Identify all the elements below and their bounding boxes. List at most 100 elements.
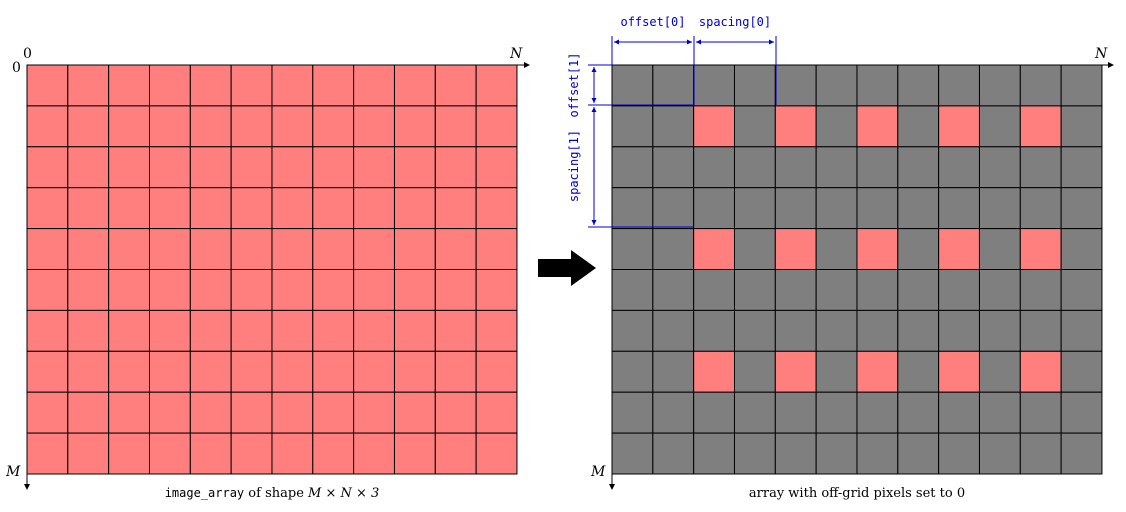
grid-cell bbox=[475, 64, 518, 107]
masked-image-grid bbox=[611, 64, 1103, 475]
grid-cell bbox=[189, 64, 232, 107]
grid-cell bbox=[271, 105, 314, 148]
grid-cell bbox=[897, 350, 940, 393]
grid-cell bbox=[189, 350, 232, 393]
grid-cell bbox=[108, 228, 150, 271]
grid-cell bbox=[693, 64, 735, 107]
grid-cell bbox=[434, 228, 477, 271]
spacing1-label: spacing[1] bbox=[567, 130, 581, 202]
grid-cell bbox=[26, 228, 69, 271]
grid-cell bbox=[271, 64, 314, 107]
grid-cell bbox=[978, 146, 1021, 189]
grid-cell bbox=[26, 432, 69, 475]
grid-cell bbox=[693, 350, 735, 393]
grid-cell bbox=[148, 350, 191, 393]
grid-cell bbox=[978, 105, 1021, 148]
grid-cell bbox=[938, 187, 980, 230]
grid-cell bbox=[475, 228, 518, 271]
grid-cell bbox=[652, 105, 695, 148]
grid-cell bbox=[67, 228, 110, 271]
grid-cell bbox=[230, 64, 273, 107]
grid-cell bbox=[312, 228, 355, 271]
grid-cell bbox=[434, 269, 477, 311]
grid-cell bbox=[26, 64, 69, 107]
grid-cell bbox=[1060, 146, 1103, 189]
grid-cell bbox=[856, 350, 899, 393]
grid-cell bbox=[148, 269, 191, 311]
grid-cell bbox=[1060, 105, 1103, 148]
annotation-arrowheads bbox=[591, 39, 774, 225]
grid-cell bbox=[733, 350, 776, 393]
grid-cell bbox=[611, 228, 654, 271]
grid-cell bbox=[189, 228, 232, 271]
grid-cell bbox=[312, 432, 355, 475]
grid-cell bbox=[733, 309, 776, 352]
grid-cell bbox=[856, 269, 899, 311]
grid-cell bbox=[67, 432, 110, 475]
grid-cell bbox=[652, 64, 695, 107]
grid-cell bbox=[897, 391, 940, 434]
grid-cell bbox=[1019, 105, 1062, 148]
grid-cell bbox=[67, 309, 110, 352]
grid-cell bbox=[815, 146, 858, 189]
grid-cell bbox=[148, 228, 191, 271]
grid-cell bbox=[815, 187, 858, 230]
grid-cell bbox=[774, 105, 817, 148]
grid-cell bbox=[897, 105, 940, 148]
grid-cell bbox=[693, 309, 735, 352]
grid-cell bbox=[230, 269, 273, 311]
grid-cell bbox=[353, 105, 395, 148]
grid-cell bbox=[353, 146, 395, 189]
grid-cell bbox=[897, 146, 940, 189]
grid-cell bbox=[271, 187, 314, 230]
grid-cell bbox=[434, 64, 477, 107]
grid-cell bbox=[271, 228, 314, 271]
grid-cell bbox=[1060, 391, 1103, 434]
grid-cell bbox=[271, 391, 314, 434]
grid-cell bbox=[1019, 391, 1062, 434]
grid-cell bbox=[938, 269, 980, 311]
grid-cell bbox=[312, 391, 355, 434]
grid-cell bbox=[189, 146, 232, 189]
grid-cell bbox=[938, 309, 980, 352]
grid-cell bbox=[189, 269, 232, 311]
left-row-end-label: M bbox=[5, 464, 21, 480]
grid-cell bbox=[652, 269, 695, 311]
left-top-origin-label: 0 bbox=[23, 46, 32, 62]
grid-cell bbox=[774, 350, 817, 393]
grid-cell bbox=[148, 432, 191, 475]
grid-cell bbox=[312, 64, 355, 107]
grid-cell bbox=[393, 432, 436, 475]
grid-cell bbox=[434, 432, 477, 475]
grid-cell bbox=[230, 391, 273, 434]
grid-cell bbox=[353, 350, 395, 393]
grid-cell bbox=[434, 391, 477, 434]
grid-cell bbox=[733, 105, 776, 148]
grid-cell bbox=[774, 391, 817, 434]
grid-cell bbox=[393, 391, 436, 434]
grid-cell bbox=[67, 187, 110, 230]
grid-cell bbox=[393, 269, 436, 311]
grid-cell bbox=[108, 350, 150, 393]
grid-cell bbox=[611, 105, 654, 148]
grid-cell bbox=[108, 432, 150, 475]
grid-cell bbox=[434, 350, 477, 393]
grid-cell bbox=[897, 64, 940, 107]
grid-cell bbox=[475, 269, 518, 311]
grid-cell bbox=[189, 432, 232, 475]
left-caption: image_array of shape M × N × 3 bbox=[165, 486, 380, 501]
grid-cell bbox=[652, 350, 695, 393]
grid-cell bbox=[897, 269, 940, 311]
grid-cell bbox=[1019, 269, 1062, 311]
left-corner-origin-label: 0 bbox=[12, 60, 21, 76]
grid-cell bbox=[652, 391, 695, 434]
grid-cell bbox=[230, 105, 273, 148]
grid-cell bbox=[856, 64, 899, 107]
grid-cell bbox=[693, 269, 735, 311]
grid-cell bbox=[393, 228, 436, 271]
grid-cell bbox=[815, 309, 858, 352]
grid-cell bbox=[938, 350, 980, 393]
grid-cell bbox=[652, 228, 695, 271]
grid-cell bbox=[774, 64, 817, 107]
grid-cell bbox=[230, 350, 273, 393]
